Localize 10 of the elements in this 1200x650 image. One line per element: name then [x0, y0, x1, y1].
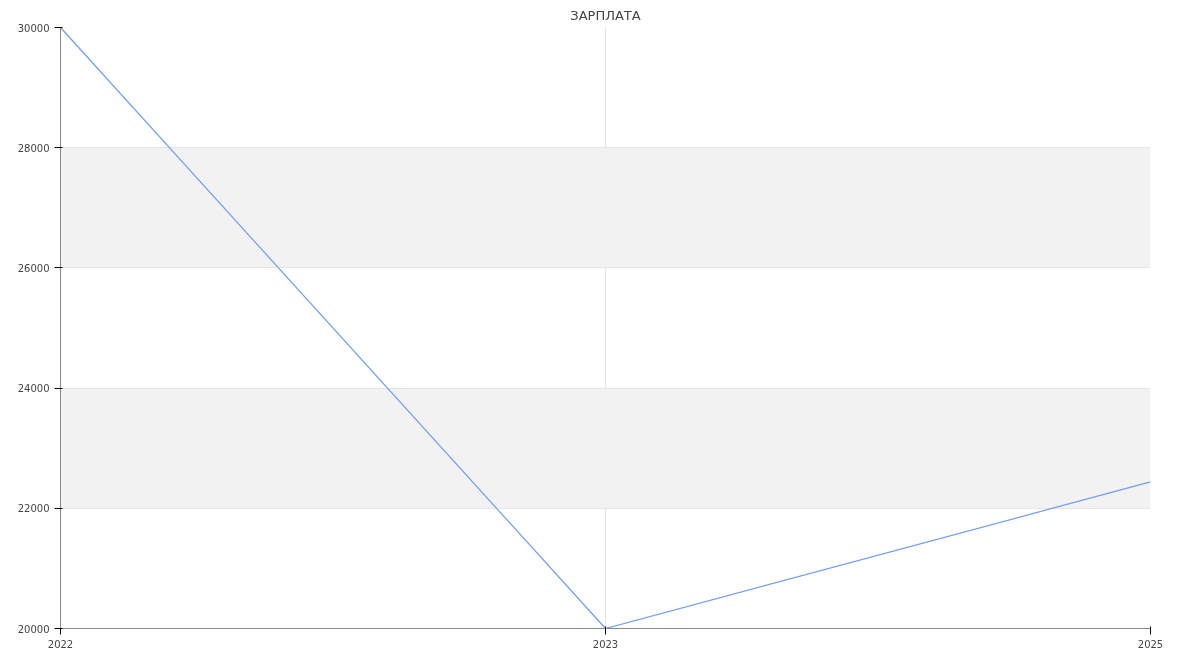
y-tick-label: 26000 — [17, 262, 50, 274]
x-tick-label: 2025 — [1137, 638, 1164, 650]
chart-title: ЗАРПЛАТА — [570, 7, 641, 23]
y-tick-label: 30000 — [17, 22, 50, 34]
x-tick-label: 2023 — [592, 638, 619, 650]
y-tick-label: 24000 — [17, 383, 50, 395]
y-tick-label: 20000 — [17, 623, 50, 635]
y-tick-label: 22000 — [17, 503, 50, 515]
x-tick-label: 2022 — [47, 638, 74, 650]
y-tick-label: 28000 — [17, 142, 50, 154]
